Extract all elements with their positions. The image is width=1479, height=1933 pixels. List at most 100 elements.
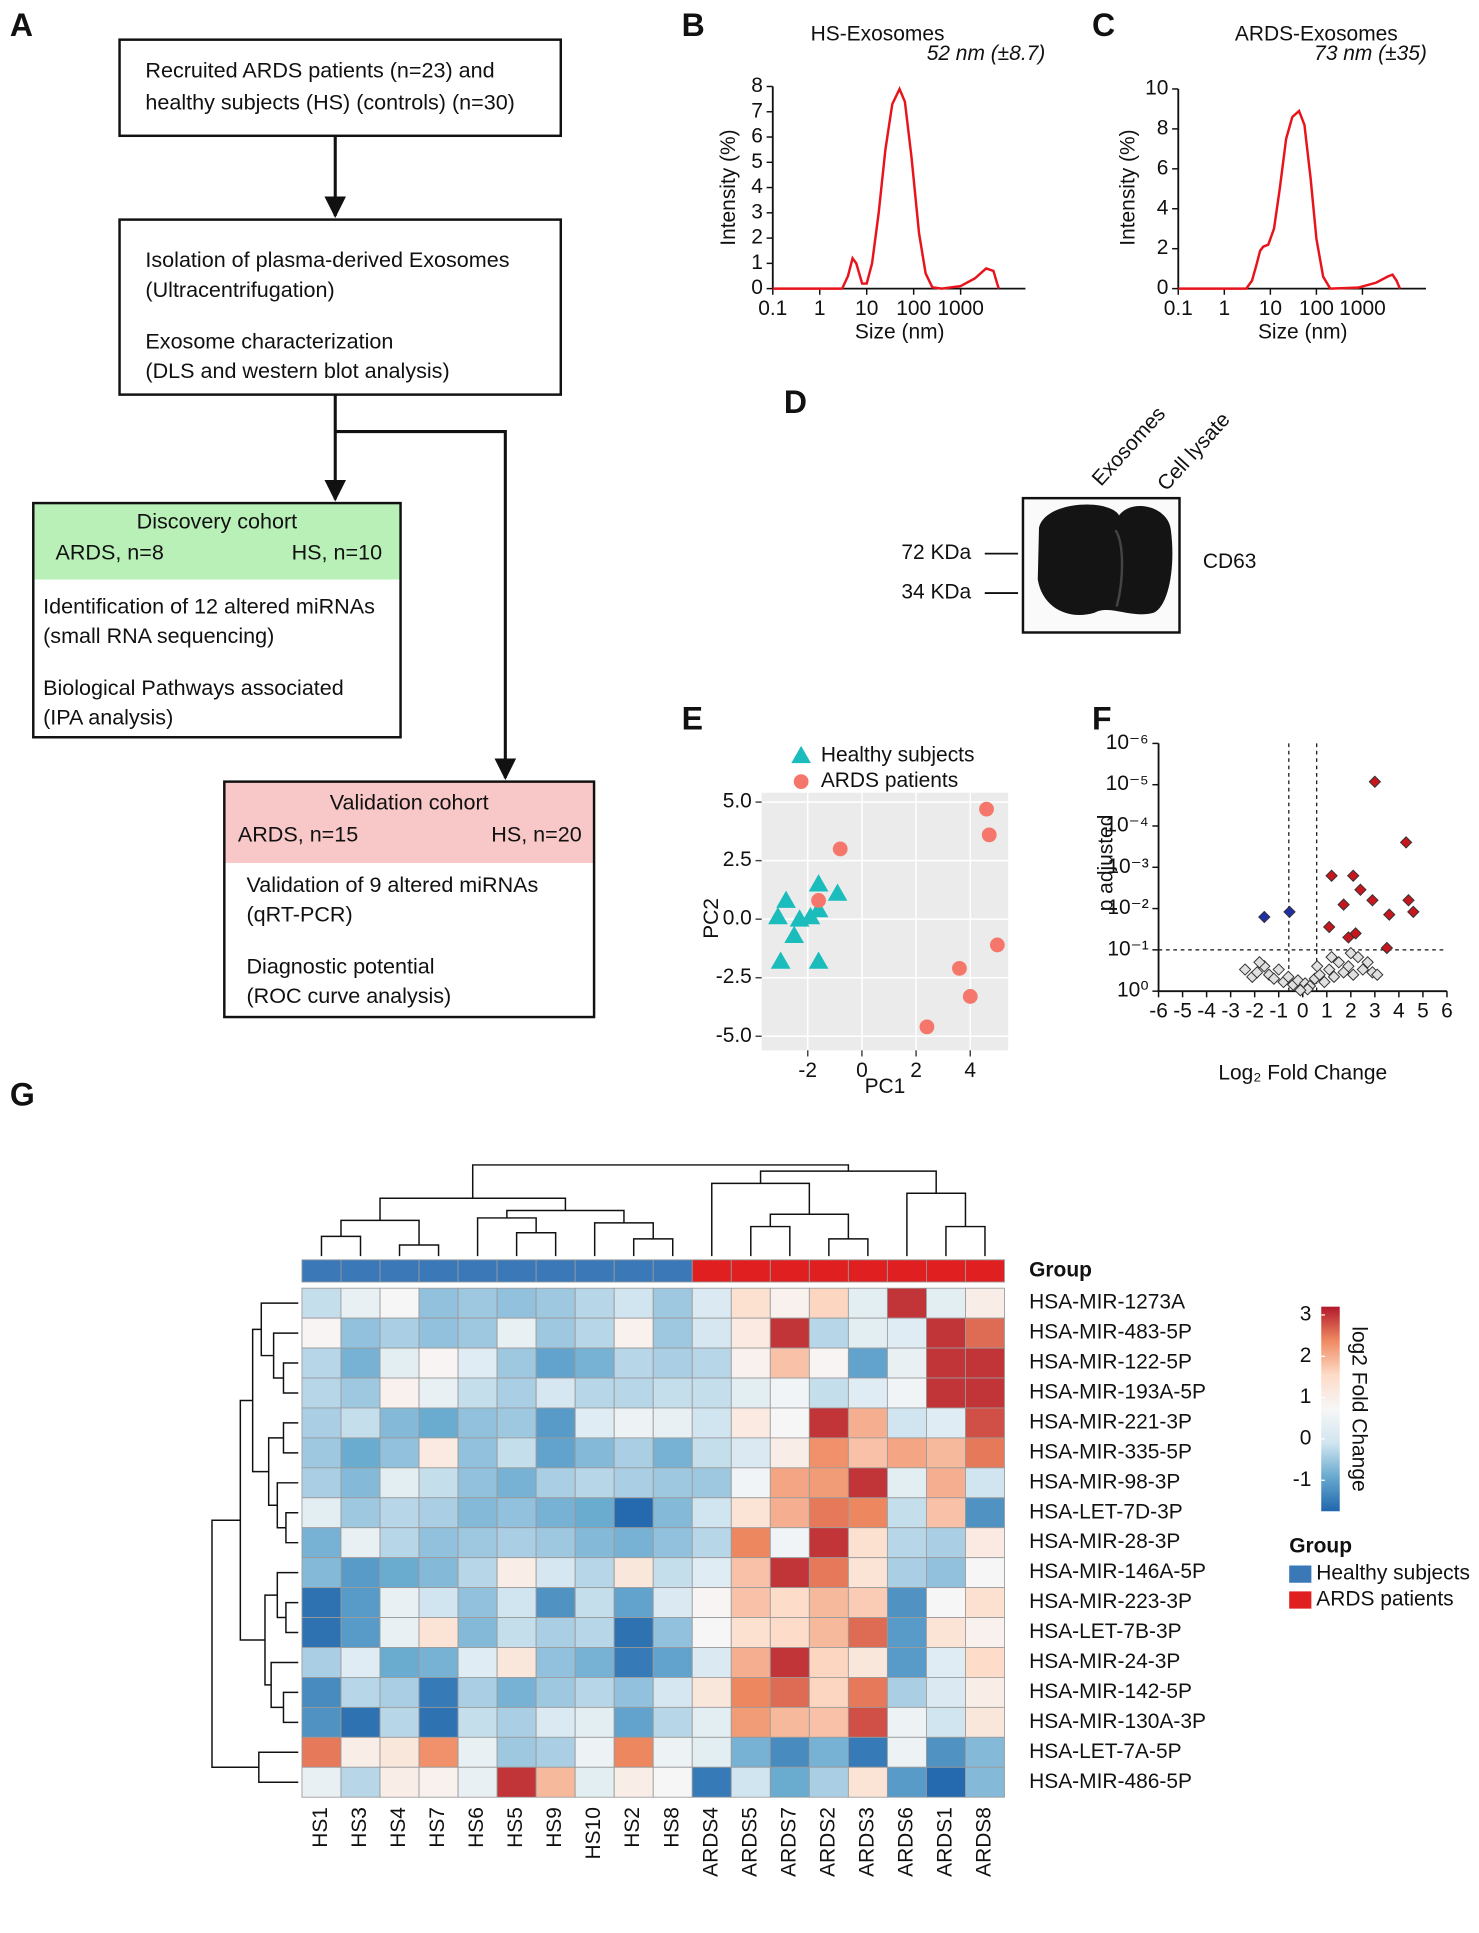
y-tick-label: 8 bbox=[1157, 116, 1169, 139]
heat-cell bbox=[379, 1407, 420, 1439]
x-axis-label: PC1 bbox=[865, 1075, 906, 1098]
heat-cell bbox=[301, 1377, 342, 1409]
heat-cell bbox=[965, 1437, 1005, 1469]
row-label: HSA-MIR-24-3P bbox=[1029, 1650, 1180, 1673]
heat-cell bbox=[496, 1317, 537, 1349]
heat-cell bbox=[418, 1287, 459, 1319]
y-tick-label: 3 bbox=[751, 200, 763, 223]
row-label: HSA-MIR-193A-5P bbox=[1029, 1381, 1206, 1404]
heat-cell bbox=[457, 1706, 498, 1738]
y-tick-label: 5.0 bbox=[723, 790, 752, 813]
heat-cell bbox=[535, 1377, 576, 1409]
flow-box bbox=[223, 780, 596, 1019]
line bbox=[772, 86, 1000, 290]
heat-cell bbox=[574, 1317, 615, 1349]
heat-cell bbox=[457, 1377, 498, 1409]
heat-cell bbox=[301, 1407, 342, 1439]
x-tick-label: 4 bbox=[964, 1059, 976, 1082]
heat-cell bbox=[730, 1736, 771, 1768]
heat-cell bbox=[574, 1437, 615, 1469]
heat-cell bbox=[925, 1497, 966, 1529]
flow-header-text: HS, n=10 bbox=[292, 539, 382, 564]
heat-cell bbox=[925, 1706, 966, 1738]
x-tick-label: 1000 bbox=[937, 297, 984, 320]
y-tick-label: 8 bbox=[751, 74, 763, 97]
legend-title: Group bbox=[1289, 1535, 1352, 1558]
heat-cell bbox=[574, 1467, 615, 1499]
x-tick-label: 100 bbox=[896, 297, 931, 320]
heat-cell bbox=[730, 1437, 771, 1469]
y-tick-label: 2.5 bbox=[723, 848, 752, 871]
heat-cell bbox=[613, 1407, 654, 1439]
row-label: HSA-MIR-223-3P bbox=[1029, 1590, 1192, 1613]
annotation: 73 nm (±35) bbox=[1314, 42, 1427, 65]
heat-cell bbox=[535, 1497, 576, 1529]
heat-cell bbox=[340, 1467, 381, 1499]
x-axis-label: Size (nm) bbox=[855, 321, 945, 344]
heat-cell bbox=[301, 1677, 342, 1708]
heat-cell bbox=[379, 1677, 420, 1708]
heat-cell bbox=[769, 1677, 810, 1708]
flow-text: (qRT-PCR) bbox=[247, 902, 353, 927]
group-cell bbox=[418, 1259, 459, 1283]
heat-cell bbox=[496, 1287, 537, 1319]
flow-text: Exosome characterization bbox=[145, 329, 393, 354]
point bbox=[1318, 975, 1331, 989]
heat-cell bbox=[691, 1377, 732, 1409]
heat-cell bbox=[652, 1587, 693, 1618]
colorbar-tick-label: -1 bbox=[1293, 1468, 1312, 1491]
heat-cell bbox=[457, 1467, 498, 1499]
heat-cell bbox=[535, 1587, 576, 1618]
heat-cell bbox=[965, 1407, 1005, 1439]
heat-cell bbox=[847, 1497, 888, 1529]
group-cell bbox=[965, 1259, 1005, 1283]
group-cell bbox=[730, 1259, 771, 1283]
heat-cell bbox=[301, 1706, 342, 1738]
y-tick-label: 10⁰ bbox=[1117, 979, 1149, 1002]
y-tick-label: -2.5 bbox=[716, 965, 752, 988]
flow-text: (Ultracentrifugation) bbox=[145, 277, 334, 302]
y-tick-label: 2 bbox=[1157, 236, 1169, 259]
heat-cell bbox=[301, 1736, 342, 1768]
heat-cell bbox=[574, 1347, 615, 1379]
heat-cell bbox=[769, 1377, 810, 1409]
x-tick-label: -3 bbox=[1221, 1000, 1240, 1023]
heat-cell bbox=[379, 1527, 420, 1559]
heat-cell bbox=[769, 1467, 810, 1499]
point bbox=[776, 890, 796, 908]
heat-cell bbox=[418, 1557, 459, 1589]
flow-header bbox=[224, 781, 595, 863]
heat-cell bbox=[613, 1377, 654, 1409]
y-tick-label: 5 bbox=[751, 150, 763, 173]
panel-label: C bbox=[1092, 7, 1115, 43]
y-axis-label: PC2 bbox=[700, 898, 723, 939]
heat-cell bbox=[965, 1587, 1005, 1618]
y-tick-label: -5.0 bbox=[716, 1024, 752, 1047]
heat-cell bbox=[535, 1706, 576, 1738]
heat-cell bbox=[808, 1587, 849, 1618]
group-cell bbox=[574, 1259, 615, 1283]
heat-cell bbox=[925, 1527, 966, 1559]
heat-cell bbox=[808, 1557, 849, 1589]
heat-cell bbox=[496, 1647, 537, 1678]
heat-cell bbox=[808, 1617, 849, 1648]
heat-cell bbox=[535, 1766, 576, 1798]
heat-cell bbox=[886, 1497, 927, 1529]
column-label: HS9 bbox=[543, 1807, 566, 1848]
heat-cell bbox=[574, 1557, 615, 1589]
x-tick-label: -5 bbox=[1173, 1000, 1192, 1023]
heat-cell bbox=[613, 1527, 654, 1559]
heat-cell bbox=[965, 1766, 1005, 1798]
point bbox=[1325, 869, 1338, 882]
heat-cell bbox=[379, 1647, 420, 1678]
flow-header bbox=[33, 503, 401, 580]
heat-cell bbox=[925, 1587, 966, 1618]
column-label: HS2 bbox=[621, 1807, 644, 1848]
point bbox=[1368, 775, 1382, 789]
heat-cell bbox=[301, 1467, 342, 1499]
heat-cell bbox=[769, 1587, 810, 1618]
flow-text: Isolation of plasma-derived Exosomes bbox=[145, 247, 509, 272]
heat-cell bbox=[730, 1497, 771, 1529]
point bbox=[1322, 963, 1336, 976]
heat-cell bbox=[496, 1467, 537, 1499]
